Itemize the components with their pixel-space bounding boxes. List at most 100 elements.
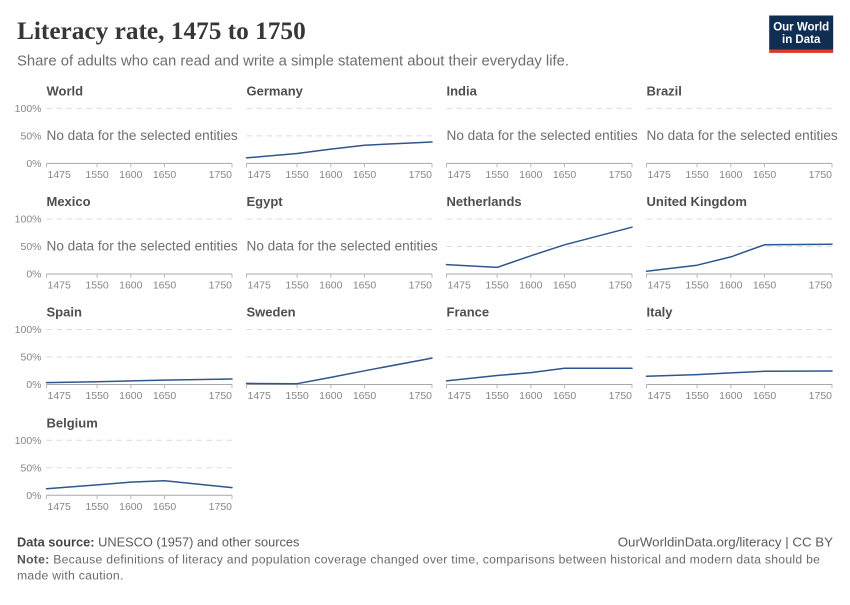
svg-text:50%: 50% — [20, 241, 41, 253]
svg-text:Netherlands: Netherlands — [447, 194, 522, 209]
svg-text:India: India — [447, 83, 478, 98]
svg-text:1550: 1550 — [485, 390, 509, 402]
svg-text:1600: 1600 — [519, 169, 543, 181]
svg-text:1475: 1475 — [448, 280, 472, 292]
svg-text:1600: 1600 — [119, 169, 143, 181]
svg-text:1550: 1550 — [285, 280, 309, 292]
svg-text:1750: 1750 — [409, 390, 433, 402]
svg-text:1650: 1650 — [753, 280, 777, 292]
svg-text:1650: 1650 — [153, 280, 177, 292]
svg-text:1600: 1600 — [319, 280, 343, 292]
svg-text:Data source: UNESCO (1957) and: Data source: UNESCO (1957) and other sou… — [17, 535, 299, 550]
svg-text:100%: 100% — [15, 214, 42, 226]
svg-text:0%: 0% — [26, 158, 41, 170]
svg-text:1750: 1750 — [209, 280, 233, 292]
svg-text:1750: 1750 — [409, 280, 433, 292]
svg-text:No data for the selected entit: No data for the selected entities — [647, 128, 838, 143]
svg-text:1550: 1550 — [685, 390, 709, 402]
svg-text:Share of adults who can read a: Share of adults who can read and write a… — [17, 54, 569, 70]
svg-text:1750: 1750 — [209, 501, 233, 513]
svg-text:0%: 0% — [26, 379, 41, 391]
svg-text:1475: 1475 — [648, 280, 672, 292]
svg-text:Mexico: Mexico — [47, 194, 91, 209]
svg-text:1600: 1600 — [119, 390, 143, 402]
svg-text:1750: 1750 — [609, 390, 633, 402]
svg-text:1600: 1600 — [519, 390, 543, 402]
svg-text:1650: 1650 — [353, 169, 377, 181]
svg-text:1475: 1475 — [48, 280, 72, 292]
svg-text:1750: 1750 — [209, 390, 233, 402]
svg-text:1475: 1475 — [48, 501, 72, 513]
svg-text:100%: 100% — [15, 324, 42, 336]
svg-text:50%: 50% — [20, 462, 41, 474]
svg-text:Brazil: Brazil — [647, 83, 682, 98]
svg-text:1600: 1600 — [719, 390, 743, 402]
svg-text:1475: 1475 — [448, 390, 472, 402]
svg-text:OurWorldinData.org/literacy |: OurWorldinData.org/literacy | CC BY — [618, 535, 833, 550]
svg-text:World: World — [47, 83, 84, 98]
svg-text:1650: 1650 — [753, 390, 777, 402]
svg-text:1650: 1650 — [353, 280, 377, 292]
svg-text:1600: 1600 — [519, 280, 543, 292]
svg-text:Egypt: Egypt — [247, 194, 284, 209]
svg-text:1475: 1475 — [48, 169, 72, 181]
svg-text:Belgium: Belgium — [47, 415, 98, 430]
svg-text:1475: 1475 — [648, 169, 672, 181]
svg-text:No data for the selected entit: No data for the selected entities — [47, 238, 238, 253]
svg-text:1550: 1550 — [85, 169, 109, 181]
svg-text:50%: 50% — [20, 352, 41, 364]
svg-text:1650: 1650 — [153, 169, 177, 181]
svg-text:in Data: in Data — [782, 34, 821, 46]
svg-text:1750: 1750 — [809, 169, 833, 181]
svg-text:1750: 1750 — [409, 169, 433, 181]
svg-text:1475: 1475 — [448, 169, 472, 181]
svg-text:1650: 1650 — [753, 169, 777, 181]
svg-text:United Kingdom: United Kingdom — [647, 194, 747, 209]
svg-text:1475: 1475 — [248, 390, 272, 402]
svg-text:Note: Because definitions of l: Note: Because definitions of literacy an… — [17, 553, 820, 567]
svg-text:1750: 1750 — [609, 169, 633, 181]
svg-text:100%: 100% — [15, 435, 42, 447]
svg-text:1550: 1550 — [685, 169, 709, 181]
svg-text:100%: 100% — [15, 103, 42, 115]
svg-text:Germany: Germany — [247, 83, 304, 98]
svg-text:50%: 50% — [20, 131, 41, 143]
svg-text:No data for the selected entit: No data for the selected entities — [47, 128, 238, 143]
svg-text:1650: 1650 — [553, 390, 577, 402]
svg-text:1600: 1600 — [119, 501, 143, 513]
svg-text:1475: 1475 — [248, 280, 272, 292]
svg-text:1475: 1475 — [48, 390, 72, 402]
svg-text:1750: 1750 — [209, 169, 233, 181]
svg-text:made with caution.: made with caution. — [17, 568, 124, 582]
svg-text:1600: 1600 — [319, 390, 343, 402]
svg-text:1650: 1650 — [553, 280, 577, 292]
svg-text:1650: 1650 — [353, 390, 377, 402]
svg-text:0%: 0% — [26, 269, 41, 281]
svg-text:1600: 1600 — [119, 280, 143, 292]
svg-text:Literacy rate, 1475 to 1750: Literacy rate, 1475 to 1750 — [17, 17, 306, 45]
svg-text:No data for the selected entit: No data for the selected entities — [447, 128, 638, 143]
svg-text:1650: 1650 — [153, 390, 177, 402]
svg-text:1550: 1550 — [685, 280, 709, 292]
svg-text:1550: 1550 — [85, 501, 109, 513]
svg-text:1550: 1550 — [485, 280, 509, 292]
svg-text:Italy: Italy — [647, 305, 674, 320]
svg-text:Our World: Our World — [773, 21, 829, 33]
svg-text:Spain: Spain — [47, 305, 82, 320]
svg-text:1600: 1600 — [719, 169, 743, 181]
svg-text:France: France — [447, 305, 490, 320]
svg-text:1750: 1750 — [809, 390, 833, 402]
svg-text:No data for the selected entit: No data for the selected entities — [247, 238, 438, 253]
svg-text:1600: 1600 — [319, 169, 343, 181]
svg-text:1650: 1650 — [153, 501, 177, 513]
svg-text:1550: 1550 — [285, 390, 309, 402]
svg-text:1600: 1600 — [719, 280, 743, 292]
svg-text:1550: 1550 — [285, 169, 309, 181]
svg-text:1550: 1550 — [85, 280, 109, 292]
svg-text:1750: 1750 — [609, 280, 633, 292]
svg-text:1550: 1550 — [485, 169, 509, 181]
svg-text:Sweden: Sweden — [247, 305, 296, 320]
svg-text:1650: 1650 — [553, 169, 577, 181]
svg-text:1550: 1550 — [85, 390, 109, 402]
svg-text:1475: 1475 — [648, 390, 672, 402]
